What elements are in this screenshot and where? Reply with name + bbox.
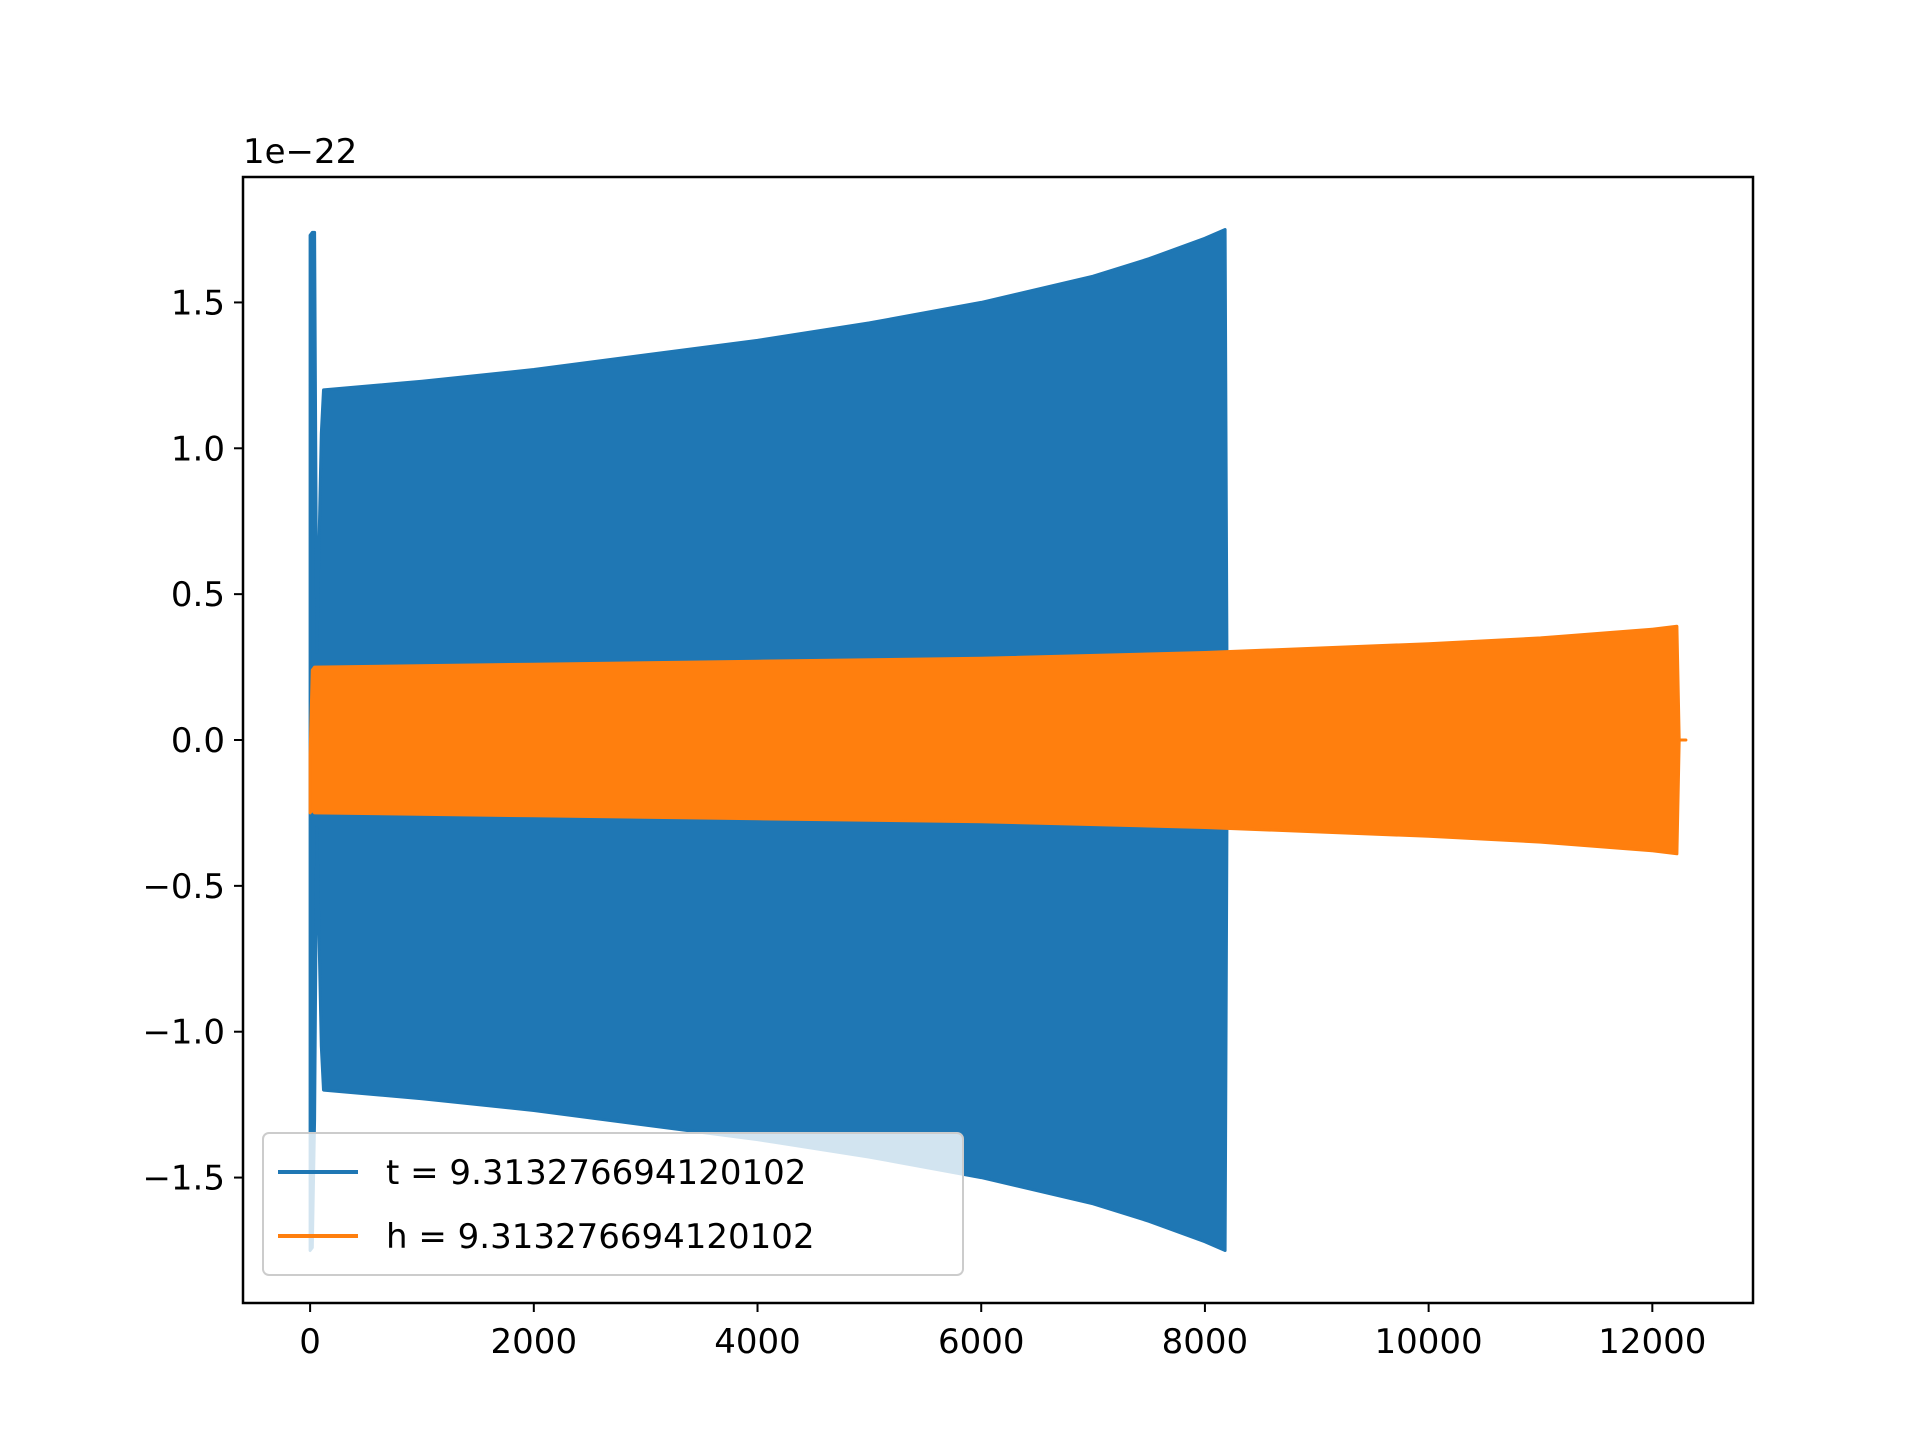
x-tick-label: 0 [299,1322,321,1362]
y-tick-label: −0.5 [142,867,225,907]
x-tick-label: 4000 [714,1322,801,1362]
y-axis-offset-label: 1e−22 [243,132,357,172]
legend-label-2: h = 9.313276694120102 [386,1217,815,1257]
y-tick-label: 0.0 [171,721,225,761]
plot-area [308,228,1688,1252]
x-tick-label: 2000 [491,1322,578,1362]
y-tick-label: −1.0 [142,1013,225,1053]
legend-box [262,1132,964,1276]
y-tick-label: 1.0 [171,429,225,469]
x-tick-label: 8000 [1162,1322,1249,1362]
legend-label-1: t = 9.313276694120102 [386,1153,806,1193]
x-axis: 0 2000 4000 6000 8000 10000 12000 [299,1303,1706,1362]
legend: t = 9.313276694120102 h = 9.3132766941201… [262,1132,964,1276]
y-tick-label: 1.5 [171,283,225,323]
x-tick-label: 10000 [1375,1322,1483,1362]
x-tick-label: 6000 [938,1322,1025,1362]
series-2-signal [308,624,1688,856]
y-tick-label: 0.5 [171,575,225,615]
x-tick-label: 12000 [1598,1322,1706,1362]
y-tick-label: −1.5 [142,1159,225,1199]
y-axis: −1.5 −1.0 −0.5 0.0 0.5 1.0 1.5 [142,283,243,1199]
